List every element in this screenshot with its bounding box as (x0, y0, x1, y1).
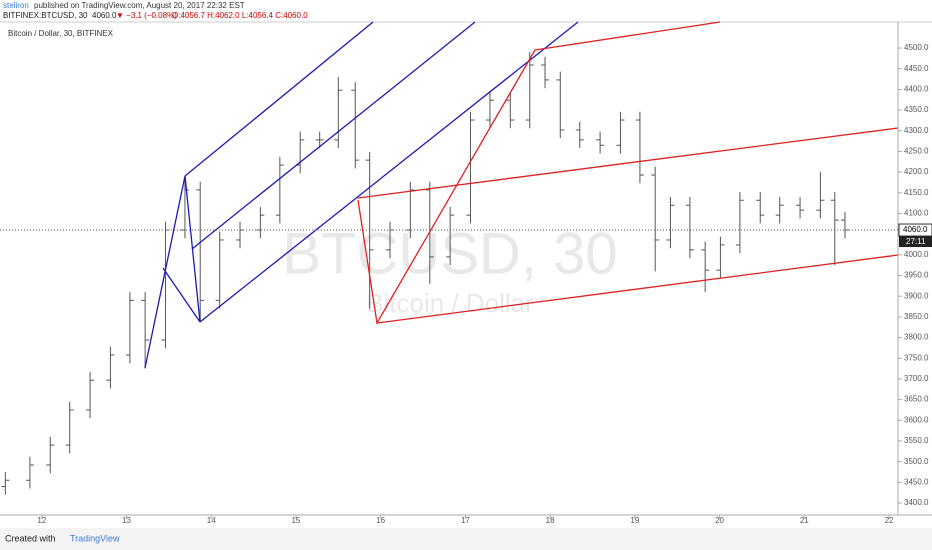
pitchfork-upper (534, 21, 721, 51)
pitchfork-median (191, 21, 476, 250)
change: ▼ −3.1 (−0.08%) (116, 11, 177, 20)
pitchfork-red (357, 21, 899, 325)
x-tick-label: 16 (376, 516, 385, 525)
x-tick-label: 20 (715, 516, 724, 525)
pitchfork-blue (144, 21, 579, 369)
y-tick-label: 3900.0 (904, 291, 929, 300)
x-tick-label: 19 (630, 516, 639, 525)
x-tick-label: 14 (207, 516, 216, 525)
x-tick-label: 21 (800, 516, 809, 525)
footer-created: Created with (5, 533, 56, 543)
y-tick-label: 3450.0 (904, 477, 929, 486)
y-tick-label: 3700.0 (904, 374, 929, 383)
y-tick-label: 4400.0 (904, 85, 929, 94)
y-tick-label: 3600.0 (904, 415, 929, 424)
legend: Bitcoin / Dollar, 30, BITFINEX (8, 29, 114, 38)
y-tick-label: 4200.0 (904, 167, 929, 176)
x-tick-label: 18 (546, 516, 555, 525)
pitchfork-upper (184, 21, 374, 177)
y-tick-label: 4450.0 (904, 64, 929, 73)
y-tick-label: 4100.0 (904, 209, 929, 218)
x-tick-label: 13 (122, 516, 131, 525)
pitchfork-lower (199, 21, 579, 323)
x-tick-label: 12 (37, 516, 46, 525)
pitchfork-lower (376, 254, 899, 324)
countdown: 27:11 (906, 237, 926, 246)
y-tick-label: 3850.0 (904, 312, 929, 321)
ohlc-values: O:4056.7 H:4062.0 L:4056.4 C:4060.0 (172, 11, 308, 20)
price: 4060.0 (92, 11, 117, 20)
y-tick-label: 3950.0 (904, 271, 929, 280)
y-tick-label: 3650.0 (904, 395, 929, 404)
footer-bar (0, 528, 932, 550)
y-tick-label: 4300.0 (904, 126, 929, 135)
x-tick-label: 22 (885, 516, 894, 525)
countdown-box (899, 236, 932, 248)
y-tick-label: 3800.0 (904, 333, 929, 342)
y-tick-label: 4250.0 (904, 147, 929, 156)
footer-brand[interactable]: TradingView (70, 533, 120, 543)
symbol: BITFINEX:BTCUSD, 30 (3, 11, 88, 20)
y-tick-label: 4350.0 (904, 105, 929, 114)
pitchfork-middle (357, 127, 899, 199)
y-tick-label: 4500.0 (904, 43, 929, 52)
author[interactable]: steliron (3, 1, 29, 10)
published: published on TradingView.com, August 20,… (34, 1, 245, 10)
last-price-label: 4060.0 (903, 225, 928, 234)
x-tick-label: 17 (461, 516, 470, 525)
y-tick-label: 3400.0 (904, 498, 929, 507)
y-tick-label: 4000.0 (904, 250, 929, 259)
x-tick-label: 15 (291, 516, 300, 525)
y-tick-label: 3550.0 (904, 436, 929, 445)
y-tick-label: 3500.0 (904, 457, 929, 466)
y-tick-label: 4150.0 (904, 188, 929, 197)
y-tick-label: 3750.0 (904, 353, 929, 362)
